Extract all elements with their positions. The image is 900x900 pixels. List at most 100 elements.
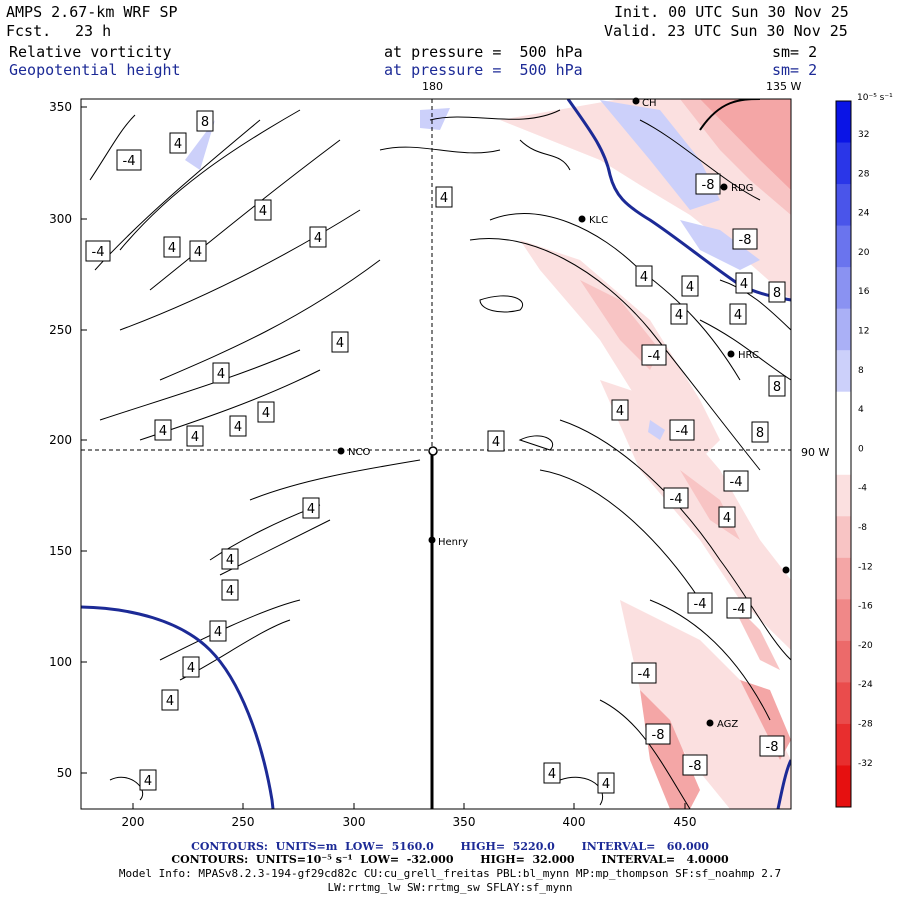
contour-label-box <box>302 497 320 519</box>
station-dot <box>428 536 436 544</box>
station-label: HRC <box>738 350 759 361</box>
station-dot <box>337 447 345 455</box>
contour-label: 4 <box>307 502 315 517</box>
contour-label-negative: -4 <box>92 245 105 260</box>
contour-label: 4 <box>262 406 270 421</box>
contour-label-negative: -8 <box>689 759 702 774</box>
contour-label-box <box>212 362 230 384</box>
colorbar-segment <box>836 516 851 559</box>
contour-label-negative: -8 <box>766 740 779 755</box>
contour-label-box <box>435 186 453 208</box>
colorbar-label: -24 <box>858 680 873 690</box>
contour-label-box <box>309 226 327 248</box>
station-label: AGZ <box>717 719 738 730</box>
contour-label: 4 <box>548 767 556 782</box>
station-label: NCO <box>348 447 370 458</box>
contour-label-box <box>209 620 227 642</box>
contour-label-box <box>189 240 207 262</box>
contour-label-negative-box <box>732 228 758 250</box>
contour-label-box <box>257 401 275 423</box>
contour-label: 4 <box>259 204 267 219</box>
contour-label-negative-box <box>663 487 689 509</box>
colorbar-label: -32 <box>858 759 873 769</box>
contour-label: 4 <box>226 584 234 599</box>
contour-label-box <box>768 375 786 397</box>
colorbar: 32 28 24 20 16 12 8 4 0 -4 -8 -12 -16 -20 -24 -28 -32 <box>835 100 873 808</box>
contour-label: 4 <box>159 424 167 439</box>
contour-label-negative: -8 <box>739 233 752 248</box>
contour-labels: 4444444444444444444444444444448888-4-4-4… <box>85 110 786 794</box>
station-label: KLC <box>589 215 608 226</box>
colorbar-label: 24 <box>858 209 870 219</box>
lon-label-top-right: 135 W <box>766 80 801 93</box>
contour-label: 4 <box>492 435 500 450</box>
contour-label-negative: -4 <box>638 667 651 682</box>
contour-label-negative-box <box>85 240 111 262</box>
contour-label: 4 <box>723 511 731 526</box>
colorbar-label: -28 <box>858 720 873 730</box>
colorbar-segment <box>836 433 851 476</box>
station-label: CH <box>642 98 657 109</box>
colorbar-label: 4 <box>858 405 864 415</box>
colorbar-segment <box>836 557 851 600</box>
colorbar-segment <box>836 765 851 808</box>
map-fields <box>81 99 791 809</box>
x-tick-label: 300 <box>343 815 366 829</box>
contour-label-negative-box <box>669 419 695 441</box>
footer-physics-info: LW:rrtmg_lw SW:rrtmg_sw SFLAY:sf_mynn <box>327 881 573 894</box>
colorbar-label: -12 <box>858 562 873 572</box>
colorbar-segment <box>836 391 851 434</box>
contour-label-negative-box <box>687 592 713 614</box>
init-time: Init. 00 UTC Sun 30 Nov 25 <box>614 3 849 21</box>
forecast-label: Fcst. <box>6 22 52 40</box>
contour-label-box <box>154 419 172 441</box>
station-dot <box>632 97 640 105</box>
contour-label: 4 <box>314 231 322 246</box>
contour-label: 8 <box>201 115 209 130</box>
contour-label: 8 <box>773 380 781 395</box>
plot-frame <box>80 98 792 810</box>
contour-label: 4 <box>740 277 748 292</box>
contour-label: 4 <box>675 308 683 323</box>
station-dot <box>578 215 586 223</box>
contour-label: 8 <box>773 286 781 301</box>
forecast-hour: 23 h <box>75 22 112 40</box>
contour-label: 4 <box>214 625 222 640</box>
colorbar-segment <box>836 599 851 642</box>
contour-label-box <box>543 762 561 784</box>
contour-label-box <box>735 272 753 294</box>
contour-label-negative: -4 <box>730 475 743 490</box>
contour-label-box <box>161 689 179 711</box>
contour-label-box <box>221 548 239 570</box>
colorbar-frame <box>835 100 852 808</box>
colorbar-label: 16 <box>858 287 870 297</box>
contour-label-box <box>229 415 247 437</box>
contour-label-negative-box <box>759 735 785 757</box>
contour-label-negative: -4 <box>670 492 683 507</box>
contour-label: 4 <box>602 777 610 792</box>
colorbar-segment <box>836 723 851 766</box>
contour-label: 4 <box>640 270 648 285</box>
contour-label-negative-box <box>682 754 708 776</box>
colorbar-label: 0 <box>858 444 864 454</box>
contour-label-negative: -4 <box>648 349 661 364</box>
contour-label-negative: -4 <box>676 424 689 439</box>
contour-label-negative-box <box>695 173 721 195</box>
contour-label-box <box>169 132 187 154</box>
colorbar-label: 32 <box>858 130 869 140</box>
contour-label-box <box>670 303 688 325</box>
contour-smoothing: sm= 2 <box>772 61 818 79</box>
contour-label-negative: -8 <box>702 178 715 193</box>
contour-label-negative-box <box>641 344 667 366</box>
contour-label: 4 <box>166 694 174 709</box>
y-tick-label: 350 <box>49 100 72 114</box>
colorbar-label: 12 <box>858 327 869 337</box>
contour-label-box <box>331 331 349 353</box>
contour-label: 4 <box>194 245 202 260</box>
station-dot <box>706 719 714 727</box>
contour-label-box <box>729 303 747 325</box>
contour-label-negative-box <box>723 470 749 492</box>
colorbar-segment <box>836 308 851 351</box>
y-tick-label: 250 <box>49 323 72 337</box>
